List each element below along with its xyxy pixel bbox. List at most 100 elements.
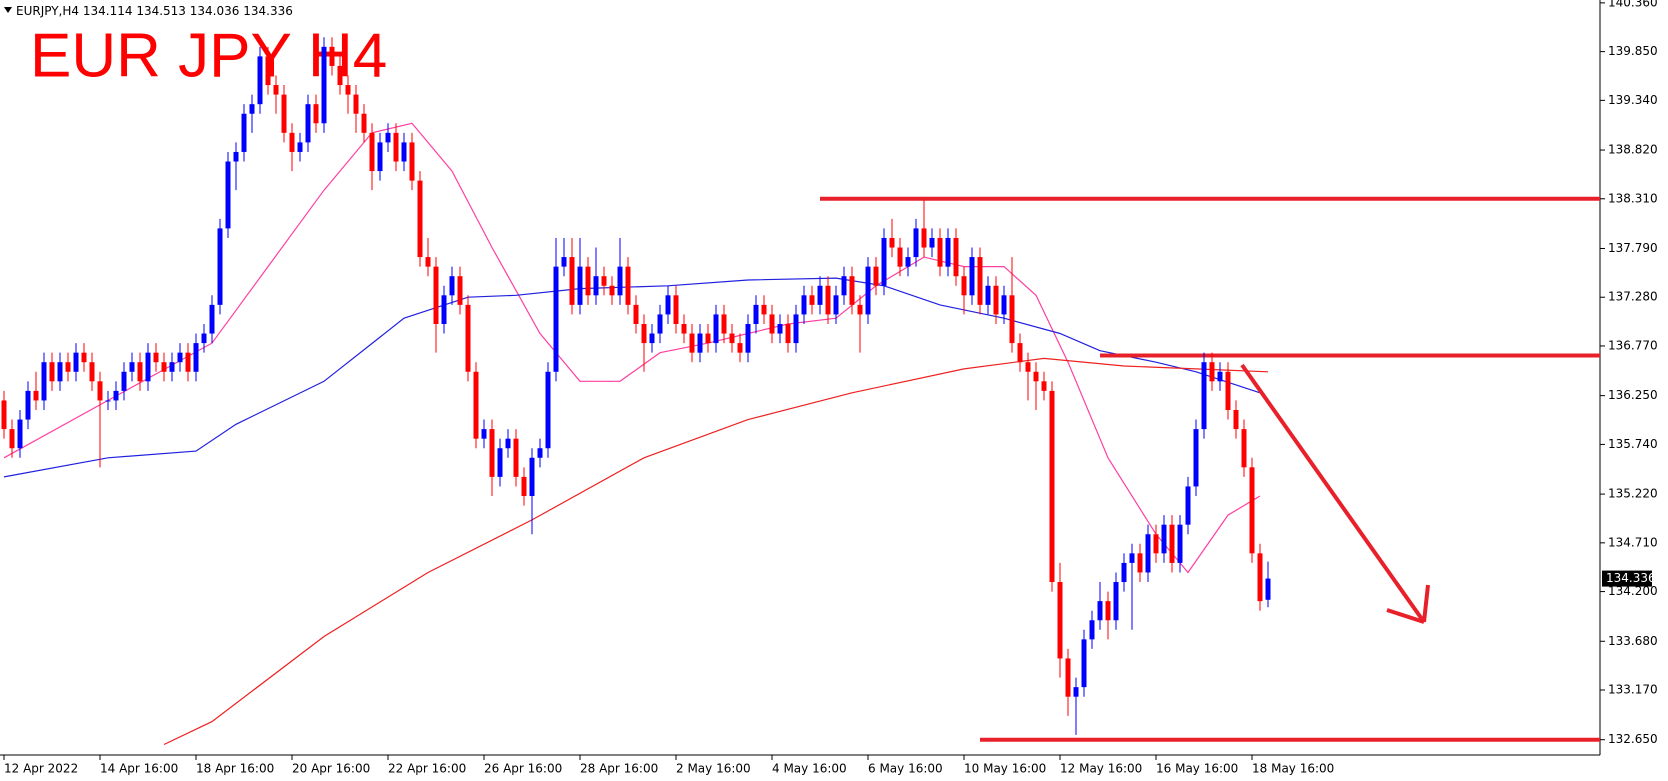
y-tick-label: 137.790 bbox=[1608, 241, 1658, 255]
candle-body bbox=[321, 46, 327, 124]
candle-body bbox=[249, 104, 255, 114]
candle-body bbox=[425, 257, 431, 267]
candle-body bbox=[633, 304, 639, 324]
x-tick-label: 12 Apr 2022 bbox=[4, 762, 78, 776]
candle-body bbox=[1081, 639, 1087, 688]
candle-body bbox=[401, 142, 407, 162]
candle-body bbox=[969, 257, 975, 296]
y-tick-label: 139.340 bbox=[1608, 93, 1658, 107]
y-tick-label: 134.710 bbox=[1608, 535, 1658, 549]
candle-body bbox=[537, 448, 543, 458]
y-tick-label: 133.680 bbox=[1608, 634, 1658, 648]
candle-body bbox=[961, 276, 967, 296]
candle-body bbox=[97, 381, 103, 401]
close: 134.336 bbox=[243, 4, 293, 18]
x-tick-label: 12 May 16:00 bbox=[1060, 762, 1142, 776]
candle-body bbox=[753, 304, 759, 324]
arrow bbox=[1240, 363, 1430, 624]
arrow-head bbox=[1386, 608, 1425, 624]
candle-body bbox=[897, 247, 903, 267]
candle-body bbox=[353, 94, 359, 114]
candle-body bbox=[417, 180, 423, 258]
candle-body bbox=[1065, 658, 1071, 697]
candle-body bbox=[481, 429, 487, 439]
candle-body bbox=[361, 113, 367, 133]
candle-body bbox=[297, 142, 303, 152]
candle-body bbox=[57, 362, 63, 382]
candle-body bbox=[385, 132, 391, 143]
y-tick-label: 132.650 bbox=[1608, 732, 1658, 746]
candle-body bbox=[49, 362, 55, 382]
candle-body bbox=[1161, 524, 1167, 554]
chart-title: EUR JPY H4 bbox=[30, 21, 387, 90]
candle-body bbox=[889, 237, 895, 248]
candle-body bbox=[257, 56, 263, 105]
arrow-shaft bbox=[1240, 363, 1426, 624]
candle-body bbox=[153, 352, 159, 363]
menu-triangle bbox=[4, 7, 12, 13]
candle-body bbox=[1185, 486, 1191, 525]
x-tick-label: 22 Apr 16:00 bbox=[388, 762, 466, 776]
candle-body bbox=[1001, 295, 1007, 315]
y-tick-label: 133.170 bbox=[1608, 683, 1658, 697]
candle-body bbox=[1121, 562, 1127, 583]
candle-body bbox=[345, 85, 351, 95]
symbol: EURJPY,H4 bbox=[16, 4, 79, 18]
candle-body bbox=[217, 228, 223, 305]
candle-body bbox=[601, 276, 607, 286]
candle-body bbox=[1113, 582, 1119, 621]
candle-body bbox=[1137, 553, 1143, 573]
candle-body bbox=[489, 429, 495, 477]
candle-body bbox=[825, 285, 831, 315]
candle-body bbox=[737, 343, 743, 353]
x-tick-label: 10 May 16:00 bbox=[964, 762, 1046, 776]
candle-body bbox=[921, 228, 927, 248]
candle-body bbox=[617, 266, 623, 296]
candle-body bbox=[1249, 467, 1255, 554]
candle-body bbox=[1129, 553, 1135, 563]
candle-body bbox=[305, 104, 311, 143]
candle-body bbox=[169, 362, 175, 372]
candle-body bbox=[881, 237, 887, 286]
candle-body bbox=[473, 371, 479, 439]
candle-body bbox=[65, 362, 71, 372]
candle-body bbox=[689, 333, 695, 353]
candle-body bbox=[1209, 362, 1215, 382]
candle-body bbox=[241, 113, 247, 152]
candle-body bbox=[657, 314, 663, 334]
candle-body bbox=[993, 285, 999, 315]
candle-body bbox=[1097, 601, 1103, 621]
candle-body bbox=[281, 94, 287, 133]
candle-body bbox=[89, 362, 95, 382]
y-tick-label: 136.770 bbox=[1608, 338, 1658, 352]
candle-body bbox=[193, 343, 199, 372]
candle-body bbox=[233, 151, 239, 162]
x-tick-label: 28 Apr 16:00 bbox=[580, 762, 658, 776]
candle-body bbox=[649, 333, 655, 344]
candle-body bbox=[265, 56, 271, 86]
y-tick-label: 135.220 bbox=[1608, 487, 1658, 501]
candle-body bbox=[41, 362, 47, 401]
open: 134.114 bbox=[83, 4, 133, 18]
x-tick-label: 6 May 16:00 bbox=[868, 762, 943, 776]
candle-body bbox=[17, 419, 23, 449]
candle-body bbox=[1217, 371, 1223, 382]
candle-body bbox=[1153, 534, 1159, 554]
candle-body bbox=[1033, 371, 1039, 382]
moving-average bbox=[163, 357, 1269, 746]
candle-body bbox=[937, 237, 943, 267]
candle-body bbox=[433, 266, 439, 324]
candle-body bbox=[121, 371, 127, 391]
candle-body bbox=[849, 276, 855, 305]
candle-body bbox=[553, 266, 559, 372]
x-tick-label: 2 May 16:00 bbox=[676, 762, 751, 776]
y-tick-label: 134.200 bbox=[1608, 584, 1658, 598]
candle-body bbox=[545, 371, 551, 449]
candle-body bbox=[1177, 524, 1183, 563]
candle-body bbox=[833, 295, 839, 315]
candle-body bbox=[1049, 390, 1055, 583]
candle-body bbox=[929, 237, 935, 248]
candle-body bbox=[817, 285, 823, 305]
candle-body bbox=[1105, 601, 1111, 621]
candle-body bbox=[1233, 409, 1239, 430]
